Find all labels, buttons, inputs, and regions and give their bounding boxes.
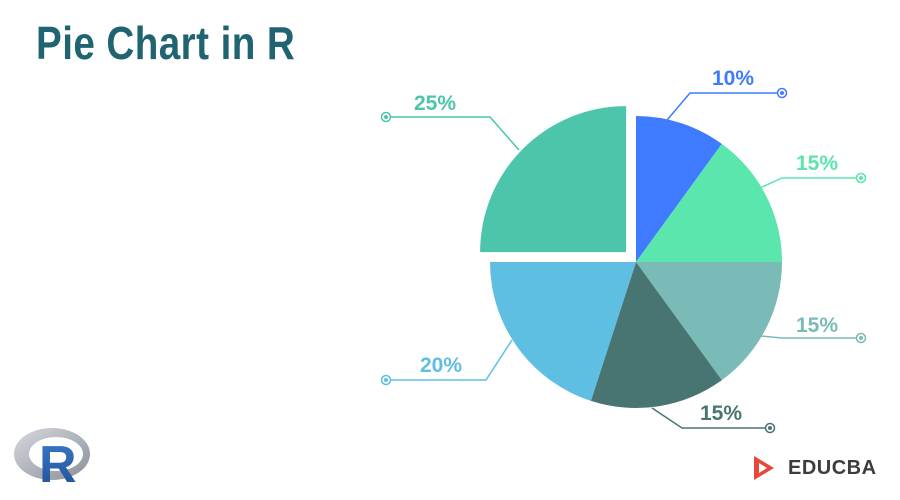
slice-label-3: 15%: [796, 314, 838, 337]
leader-line-6: [386, 116, 520, 151]
leader-line-3: [759, 335, 861, 339]
leader-line-2: [759, 177, 861, 189]
pie-slice-4: [590, 262, 722, 408]
leader-endpoint-dot-6: [384, 115, 388, 119]
slice-label-2: 15%: [796, 152, 838, 175]
leader-line-1: [661, 92, 782, 127]
r-logo-letter: R: [39, 436, 77, 490]
slice-label-5: 20%: [420, 354, 462, 377]
pie-slice-2: [636, 143, 782, 262]
r-logo-icon: R: [14, 428, 90, 490]
leader-endpoint-dot-3: [859, 336, 863, 340]
brand-name: EDUCBA: [788, 456, 877, 479]
educba-logo-icon: [754, 456, 774, 480]
slice-label-4: 15%: [700, 402, 742, 425]
leader-line-5: [386, 339, 513, 381]
brand-logo: EDUCBA: [748, 452, 877, 484]
pie-slice-5: [490, 262, 636, 401]
leader-line-4: [651, 407, 770, 429]
page-title: Pie Chart in R: [36, 17, 296, 69]
leader-endpoint-dot-1: [780, 91, 784, 95]
leader-endpoint-dot-2: [859, 176, 863, 180]
pie-slice-6: [480, 106, 627, 253]
slice-label-6: 25%: [414, 92, 456, 115]
pie-leader-lines: [380, 87, 867, 434]
pie-slices: [480, 106, 782, 408]
pie-labels: 10% 15% 15% 15% 20% 25%: [414, 67, 838, 425]
pie-slice-1: [636, 116, 722, 262]
leader-endpoint-dot-5: [384, 378, 388, 382]
pie-slice-3: [636, 262, 782, 381]
slice-label-1: 10%: [712, 67, 754, 90]
leader-endpoint-dot-4: [768, 426, 772, 430]
